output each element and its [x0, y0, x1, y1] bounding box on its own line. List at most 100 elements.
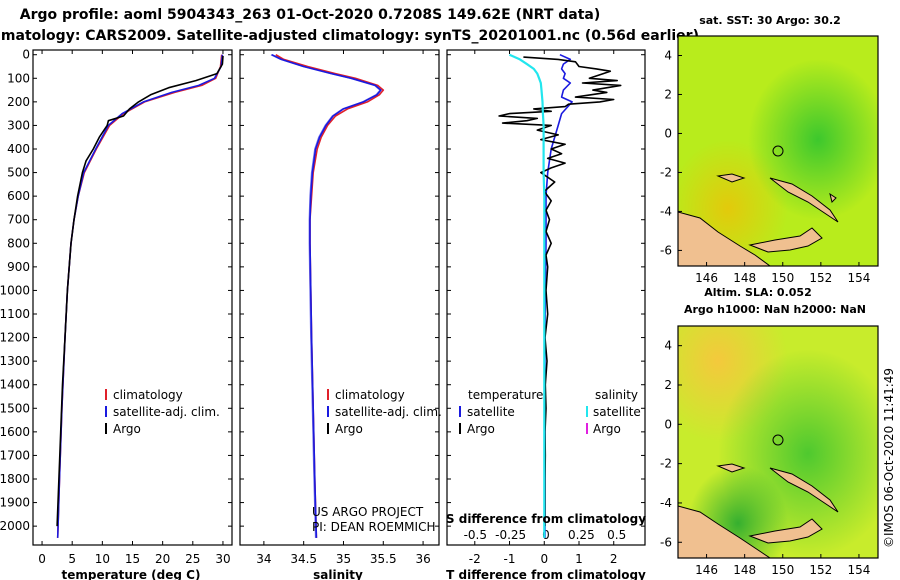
depth-tick-label: 1300	[0, 354, 30, 368]
series-difference-t-argo	[498, 56, 622, 527]
lon-tick-label: 146	[695, 271, 718, 285]
legend-label-satellite: satellite-adj. clim.	[335, 405, 442, 419]
depth-axis: 0 100 200 300 400 500 600 700 800 900 1000 1100 1200…	[0, 48, 645, 533]
legend-label-climatology: climatology	[335, 388, 405, 402]
sst-map-title: sat. SST: 30 Argo: 30.2	[699, 14, 841, 27]
salinity-axis-label: salinity	[313, 568, 363, 580]
t-difference-x-axis: -2 -1 0 1 2	[469, 50, 618, 566]
lat-tick-label: -4	[660, 204, 672, 218]
x-tick-label: 20	[155, 552, 170, 566]
sst-map-frame	[677, 35, 879, 267]
series-difference-t-satellite	[544, 53, 573, 538]
lat-tick-label: -6	[660, 535, 672, 549]
lon-tick-label: 152	[809, 271, 832, 285]
sla-map	[678, 326, 878, 558]
lon-tick-label: 150	[771, 563, 794, 577]
x-tick-label: 1	[575, 552, 583, 566]
lat-tick-label: 2	[664, 378, 672, 392]
legend-label-argo: Argo	[335, 422, 363, 436]
sla-land-new-ireland	[769, 467, 839, 513]
depth-tick-label: 1800	[0, 472, 30, 486]
title-line-2: Climatology: CARS2009. Satellite-adjuste…	[0, 28, 699, 44]
sla-map-frame	[677, 325, 879, 559]
lat-tick-label: 4	[664, 48, 672, 62]
x-tick-label: -1	[504, 552, 516, 566]
lon-tick-label: 154	[847, 563, 870, 577]
s-difference-axis-label: S difference from climatology	[446, 512, 646, 526]
s-diff-tick-label: 0.5	[607, 528, 626, 542]
depth-tick-label: 600	[7, 189, 30, 203]
depth-tick-label: 1700	[0, 448, 30, 462]
salinity-x-axis: 34 34.5 35 35.5 36	[256, 50, 431, 566]
x-tick-label: 35.5	[370, 552, 397, 566]
series-temperature-argo	[56, 55, 224, 527]
sla-map-axes: 146 148 150 152 154 -6 -4 -2 0 2 4	[660, 339, 870, 577]
depth-tick-label: 0	[22, 48, 30, 62]
temperature-axis-label: temperature (deg C)	[62, 568, 201, 580]
legend-label-s-satellite: satellite	[593, 405, 641, 419]
lat-tick-label: -2	[660, 457, 672, 471]
s-diff-tick-label: -0.25	[495, 528, 526, 542]
depth-tick-label: 1000	[0, 283, 30, 297]
x-tick-label: -2	[469, 552, 481, 566]
sst-argo-marker	[772, 145, 784, 157]
legend-heading-temperature: temperature	[468, 388, 543, 402]
sst-land-islands	[716, 173, 837, 203]
sla-land-south	[678, 505, 771, 558]
lat-tick-label: -2	[660, 165, 672, 179]
temperature-plot-frame	[32, 49, 233, 546]
series-difference-s-satellite	[509, 53, 546, 538]
s-diff-tick-label: 0.25	[568, 528, 595, 542]
x-tick-label: 34.5	[290, 552, 317, 566]
lon-tick-label: 150	[771, 271, 794, 285]
depth-tick-label: 900	[7, 260, 30, 274]
sst-land-new-britain	[748, 227, 823, 253]
x-tick-label: 0	[38, 552, 46, 566]
sla-land-islands	[716, 463, 746, 473]
sst-map-axes: 146 148 150 152 154 -6 -4 -2 0 2 4	[660, 48, 870, 285]
t-difference-axis-label: T difference from climatology	[446, 568, 646, 580]
depth-tick-label: 700	[7, 213, 30, 227]
x-tick-label: 5	[68, 552, 76, 566]
legend-label-argo: Argo	[113, 422, 141, 436]
depth-tick-label: 400	[7, 142, 30, 156]
depth-tick-label: 1100	[0, 307, 30, 321]
lon-tick-label: 146	[695, 563, 718, 577]
difference-legend: temperature salinity satellite Argo sate…	[459, 388, 641, 436]
x-tick-label: 35	[336, 552, 351, 566]
depth-tick-label: 500	[7, 166, 30, 180]
x-tick-label: 2	[610, 552, 618, 566]
x-tick-label: 30	[215, 552, 230, 566]
x-tick-label: 34	[256, 552, 271, 566]
x-tick-label: 0	[540, 552, 548, 566]
sst-land-new-ireland	[769, 177, 839, 223]
title-line-1: Argo profile: aoml 5904343_263 01-Oct-20…	[20, 7, 601, 23]
depth-tick-label: 800	[7, 236, 30, 250]
s-difference-x-axis: -0.5 -0.25 0 0.25 0.5	[464, 528, 627, 542]
legend-label-climatology: climatology	[113, 388, 183, 402]
depth-tick-label: 1900	[0, 496, 30, 510]
lat-tick-label: 0	[664, 417, 672, 431]
lon-tick-label: 148	[733, 563, 756, 577]
depth-tick-label: 1200	[0, 331, 30, 345]
legend-label-t-argo: Argo	[467, 422, 495, 436]
temperature-legend: climatology satellite-adj. clim. Argo	[105, 388, 220, 436]
sla-map-title-2: Argo h1000: NaN h2000: NaN	[684, 303, 866, 316]
sla-map-title-1: Altim. SLA: 0.052	[704, 286, 811, 299]
lat-tick-label: 2	[664, 87, 672, 101]
depth-tick-label: 200	[7, 95, 30, 109]
lon-tick-label: 148	[733, 271, 756, 285]
salinity-legend: climatology satellite-adj. clim. Argo	[327, 388, 442, 436]
lat-tick-label: 0	[664, 126, 672, 140]
depth-tick-label: 1500	[0, 401, 30, 415]
depth-tick-label: 2000	[0, 519, 30, 533]
profile-lines	[56, 53, 622, 538]
credit-line-2: PI: DEAN ROEMMICH	[312, 520, 435, 534]
sla-land-new-britain	[748, 518, 823, 544]
sst-land-south	[678, 211, 771, 266]
depth-tick-label: 1600	[0, 425, 30, 439]
salinity-plot-frame	[239, 49, 440, 546]
s-diff-tick-label: -0.5	[464, 528, 487, 542]
lon-tick-label: 152	[809, 563, 832, 577]
